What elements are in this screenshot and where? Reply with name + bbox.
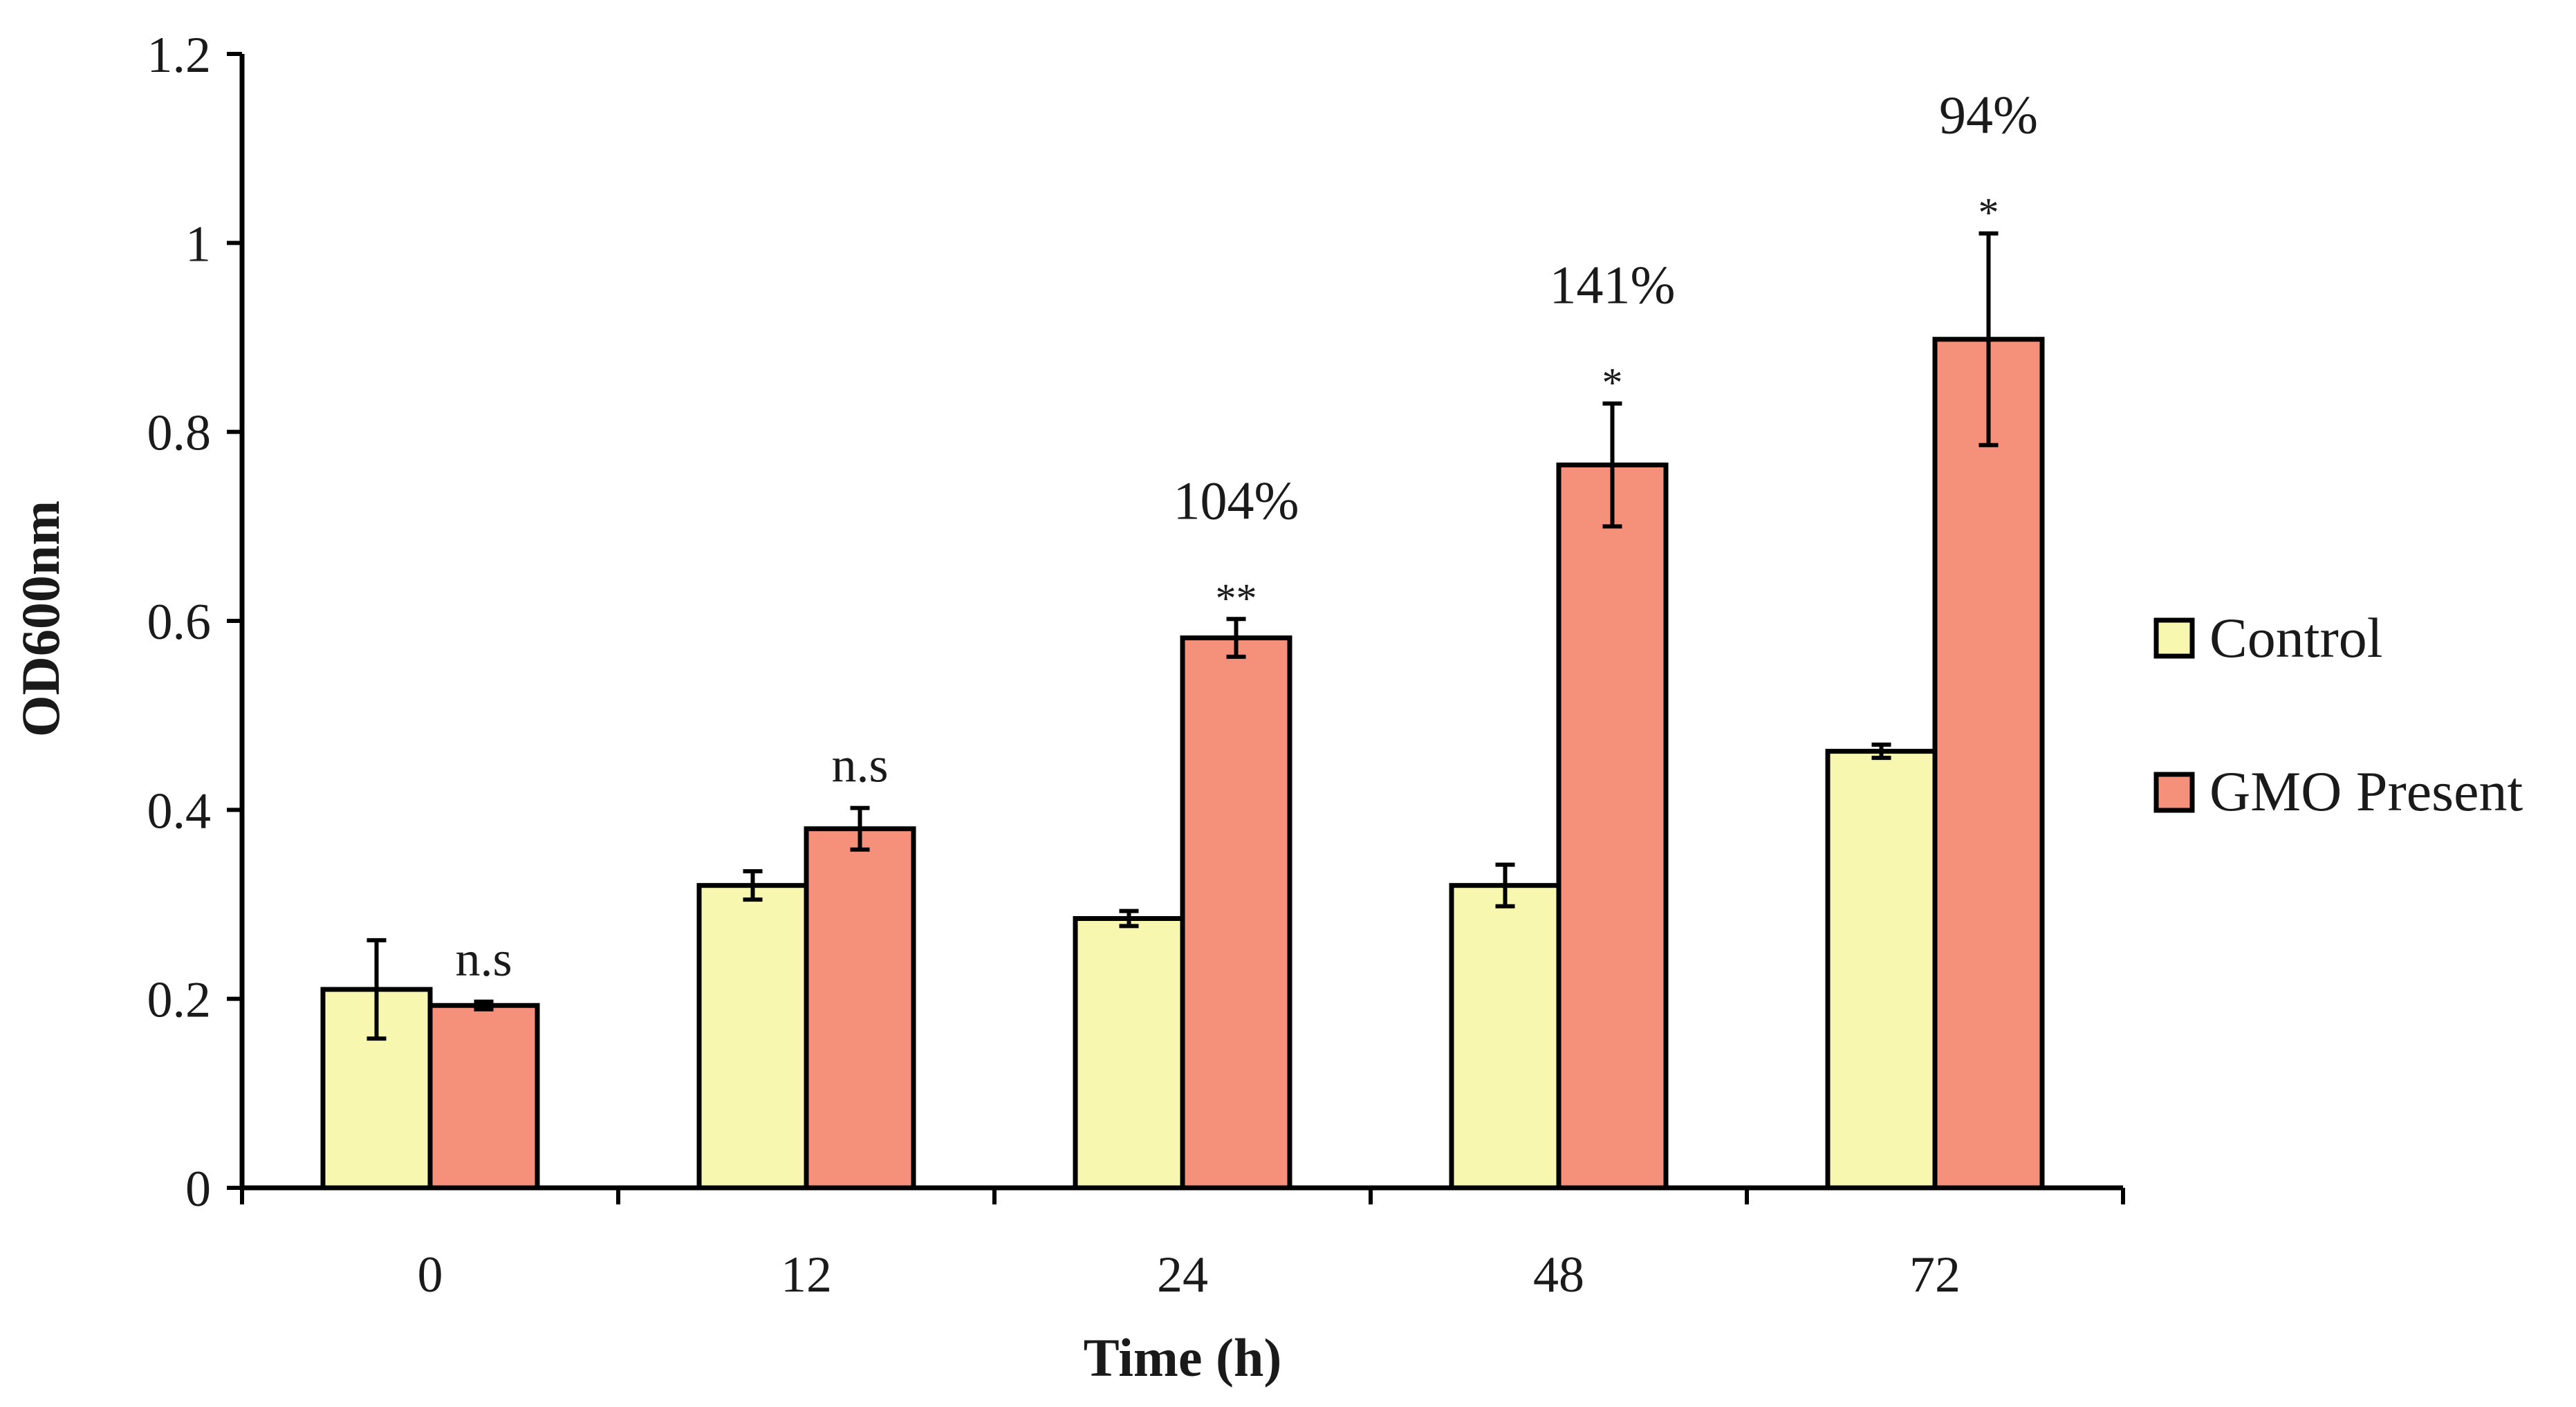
x-tick-label: 0 (418, 1247, 443, 1303)
y-tick-label: 0.4 (147, 783, 212, 839)
bars-layer (320, 231, 2045, 1191)
percent-label: 94% (1939, 85, 2038, 145)
y-tick-label: 0.6 (147, 594, 212, 651)
y-tick-label: 1.2 (147, 27, 212, 84)
significance-label: * (1602, 360, 1623, 406)
bar-gmo-present (1180, 635, 1292, 1191)
legend-swatch-control (2153, 617, 2195, 659)
bar-control (1449, 883, 1562, 1191)
significance-label: n.s (455, 931, 512, 987)
significance-label: ** (1216, 575, 1257, 621)
legend: Control GMO Present (2153, 606, 2523, 823)
annotations-layer: n.s n.s ** 104% * 141% * 94% (455, 85, 2038, 987)
bar-control (1073, 916, 1185, 1191)
legend-swatch-gmo-present (2153, 772, 2195, 813)
x-tick-label: 12 (781, 1247, 832, 1303)
y-tick-label: 1 (185, 216, 211, 272)
bar-gmo-present (1556, 463, 1669, 1191)
x-axis-title: Time (h) (1084, 1327, 1282, 1388)
y-tick-label: 0 (185, 1161, 211, 1218)
x-tick-label: 72 (1909, 1247, 1961, 1303)
bar-gmo-present (427, 1003, 540, 1191)
bar-control (696, 883, 809, 1191)
x-tick-label: 48 (1533, 1247, 1584, 1303)
y-axis-title: OD600nm (10, 501, 71, 737)
bar-gmo-present (804, 826, 916, 1191)
bar-gmo-present (1932, 337, 2045, 1191)
percent-label: 141% (1550, 255, 1676, 315)
y-tick-label: 0.8 (147, 405, 212, 462)
bar-control (1825, 749, 1938, 1191)
legend-label-control: Control (2209, 606, 2383, 669)
y-tick-label: 0.2 (147, 972, 212, 1029)
legend-label-gmo-present: GMO Present (2209, 760, 2523, 823)
percent-label: 104% (1174, 470, 1299, 530)
significance-label: * (1979, 190, 1999, 236)
significance-label: n.s (831, 738, 888, 793)
x-tick-label: 24 (1157, 1247, 1208, 1303)
